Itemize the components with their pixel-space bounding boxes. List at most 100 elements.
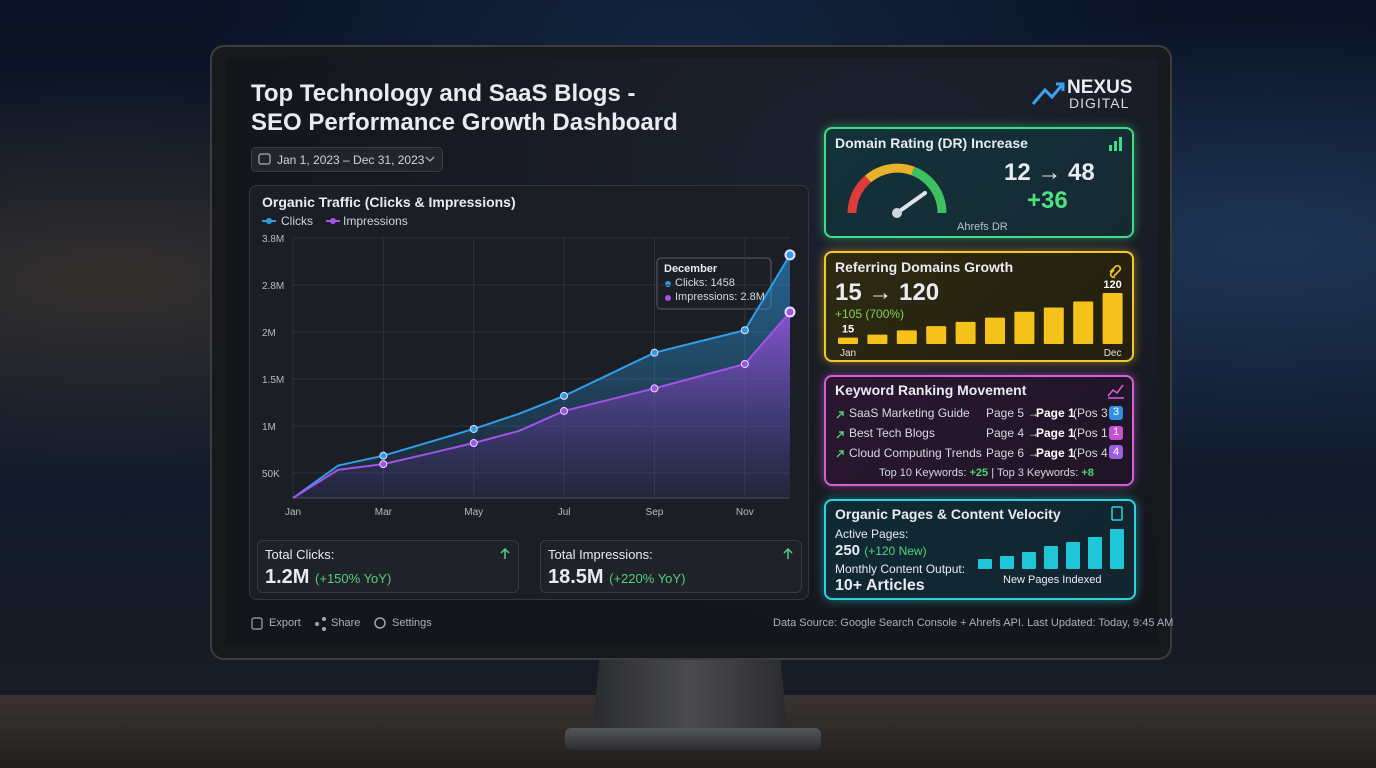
stat-value: 1.2M (+150% YoY): [265, 567, 391, 587]
stat-number: 18.5M: [548, 566, 604, 588]
settings-icon: [374, 617, 386, 629]
summary-label: Top 10 Keywords:: [879, 467, 967, 479]
doc-icon: [1111, 506, 1123, 521]
bar: [1022, 552, 1036, 569]
rise-icon: [836, 411, 844, 419]
point: [784, 306, 796, 318]
legend-label: Clicks: [281, 214, 313, 228]
from-page: Page 6 →: [986, 446, 1040, 460]
point: [560, 391, 569, 400]
bar-label: 15: [842, 324, 854, 336]
bar: [1000, 556, 1014, 569]
chart-title: Organic Traffic (Clicks & Impressions): [262, 194, 516, 210]
point: [740, 359, 749, 368]
title: Top Technology and SaaS Blogs -: [251, 80, 636, 107]
ref-gain: +105 (700%): [835, 307, 905, 321]
x-tick-label: Nov: [736, 507, 754, 518]
bar: [1102, 293, 1123, 344]
brand-name: NEXUS: [1067, 77, 1133, 98]
total-clicks-card: [257, 540, 519, 593]
badge: [1109, 426, 1123, 440]
y-tick-label: 3.8M: [262, 234, 284, 245]
gauge-hub: [892, 208, 902, 218]
area: [293, 312, 790, 498]
card-title: Referring Domains Growth: [835, 259, 1014, 275]
active-change: (+120 New): [864, 544, 927, 558]
from-page: Page 4 →: [986, 426, 1040, 440]
badge-label: 4: [1113, 446, 1120, 458]
dr-gain: +36: [1027, 187, 1068, 214]
bar: [1066, 542, 1080, 569]
keyword: SaaS Marketing Guide: [849, 406, 970, 420]
brand-sub: DIGITAL: [1069, 95, 1130, 111]
bar: [838, 337, 858, 344]
share-icon: [315, 617, 326, 631]
monitor-neck: [592, 655, 788, 737]
to-page: Page 1: [1036, 446, 1075, 460]
total-impressions-card: [540, 540, 802, 593]
monitor-base: [565, 728, 821, 750]
card-title: Organic Pages & Content Velocity: [835, 506, 1061, 522]
legend-dot: [266, 218, 272, 224]
bar: [1073, 301, 1094, 344]
gauge-yellow: [865, 163, 915, 183]
tooltip-dot: [665, 281, 671, 287]
ref-change: 15 → 120: [835, 279, 940, 306]
stat-label: Total Impressions:: [548, 547, 653, 562]
summary-value: +8: [1081, 467, 1094, 479]
tooltip-box: [656, 257, 772, 310]
card-title: Domain Rating (DR) Increase: [835, 135, 1028, 151]
x-tick-label: Jan: [285, 507, 301, 518]
mini-chart-title: New Pages Indexed: [1003, 574, 1102, 586]
active-number: 250: [835, 542, 861, 559]
bar: [978, 559, 992, 569]
keyword-card: [824, 375, 1134, 486]
footer-action[interactable]: Export: [269, 617, 301, 629]
gauge-needle: [895, 191, 927, 215]
point: [560, 406, 569, 415]
badge-label: 3: [1113, 406, 1120, 418]
stat-change: (+220% YoY): [609, 571, 686, 586]
bar: [926, 326, 947, 344]
output-value: 10+ Articles: [835, 577, 925, 594]
bar: [1110, 529, 1124, 569]
badge-label: 1: [1113, 426, 1120, 438]
date-range[interactable]: Jan 1, 2023 – Dec 31, 2023: [277, 153, 425, 167]
footer-source: Data Source: Google Search Console + Ahr…: [773, 617, 1174, 629]
from-page: Page 5 →: [986, 406, 1040, 420]
legend-dot: [330, 218, 336, 224]
bar-label: 120: [1103, 279, 1121, 291]
badge: [1109, 445, 1123, 459]
y-tick-label: 2.8M: [262, 281, 284, 292]
footer-action[interactable]: Share: [331, 617, 361, 629]
bar: [1014, 311, 1035, 344]
date-picker[interactable]: [251, 147, 443, 172]
position: (Pos 4: [1073, 446, 1108, 460]
point: [469, 439, 478, 448]
bar: [896, 330, 917, 344]
bar: [1044, 546, 1058, 569]
bar: [955, 321, 976, 344]
badge: [1109, 406, 1123, 420]
y-tick-label: 1M: [262, 422, 276, 433]
to-page: Page 1: [1036, 406, 1075, 420]
bar-category: Jan: [840, 348, 856, 359]
point: [650, 348, 659, 357]
to-page: Page 1: [1036, 426, 1075, 440]
x-tick-label: Mar: [375, 507, 393, 518]
footer-action[interactable]: Settings: [392, 617, 432, 629]
tooltip-line: Impressions: 2.8M: [675, 291, 765, 303]
up-arrow-icon: [783, 547, 793, 559]
keyword: Best Tech Blogs: [849, 426, 935, 440]
organic-card: [824, 499, 1136, 600]
keyword: Cloud Computing Trends: [849, 446, 982, 460]
y-tick-label: 1.5M: [262, 375, 284, 386]
bar: [985, 317, 1005, 344]
tooltip-title: December: [664, 263, 718, 275]
calendar-icon: [258, 153, 271, 165]
bar-category: Dec: [1104, 348, 1122, 359]
y-tick-label: 2M: [262, 328, 276, 339]
bar: [867, 334, 888, 344]
